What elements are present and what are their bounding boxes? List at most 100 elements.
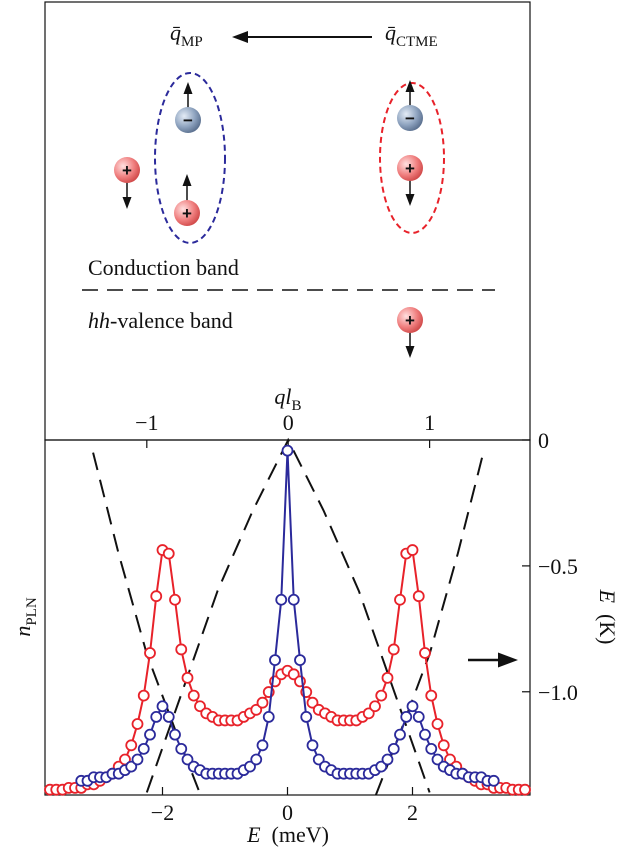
data-point bbox=[412, 711, 425, 723]
data-point bbox=[419, 647, 431, 659]
data-point bbox=[169, 728, 181, 741]
data-point bbox=[294, 654, 306, 666]
data-point bbox=[275, 593, 288, 606]
x2-tick-label: 1 bbox=[424, 410, 435, 435]
data-point bbox=[162, 547, 175, 560]
data-point bbox=[394, 593, 406, 606]
hole-sign: + bbox=[182, 204, 192, 223]
data-point bbox=[425, 742, 438, 755]
data-point bbox=[150, 711, 163, 723]
q-mp-label: q̄MP bbox=[170, 20, 203, 50]
y2-axis-label: E (K) bbox=[595, 589, 620, 645]
data-point bbox=[156, 700, 169, 713]
data-point bbox=[125, 739, 138, 752]
hole: + bbox=[114, 157, 140, 183]
series-line bbox=[81, 450, 494, 782]
data-point bbox=[312, 753, 325, 766]
valence-rest: -valence band bbox=[110, 308, 233, 333]
diagram-frame bbox=[44, 1, 531, 441]
data-point bbox=[412, 590, 425, 603]
x-axis-label: E (meV) bbox=[246, 822, 329, 847]
data-point bbox=[144, 728, 156, 741]
y-label-main: n bbox=[10, 626, 35, 637]
data-point bbox=[400, 711, 413, 723]
q-mp-sub: MP bbox=[181, 34, 203, 50]
data-point bbox=[487, 774, 500, 787]
x2-label-main: ql bbox=[274, 384, 291, 409]
q-mp-main: q̄ bbox=[170, 20, 181, 45]
data-point bbox=[256, 739, 269, 752]
electron: − bbox=[397, 105, 423, 131]
y2-tick-label: 0 bbox=[538, 428, 549, 453]
electron-sign: − bbox=[405, 109, 415, 128]
data-point bbox=[394, 728, 406, 741]
data-point bbox=[244, 760, 256, 773]
data-point bbox=[431, 718, 444, 730]
q-ctme-sub: CTME bbox=[396, 34, 438, 50]
x-label-main: E bbox=[246, 822, 261, 847]
x2-axis-label: qlB bbox=[274, 384, 301, 414]
q-ctme-main: q̄ bbox=[385, 20, 396, 45]
data-point bbox=[250, 753, 263, 766]
data-point bbox=[362, 707, 375, 720]
data-point bbox=[406, 700, 419, 713]
plot-frame bbox=[44, 439, 531, 796]
data-point bbox=[131, 753, 144, 766]
data-point bbox=[269, 654, 281, 666]
conduction-band-label: Conduction band bbox=[88, 255, 239, 280]
hole-sign: + bbox=[405, 159, 415, 178]
data-point bbox=[150, 590, 163, 603]
data-point bbox=[387, 742, 400, 755]
data-point bbox=[387, 643, 400, 656]
data-point bbox=[262, 711, 275, 723]
data-point bbox=[306, 739, 319, 752]
hole: + bbox=[174, 200, 200, 226]
data-point bbox=[431, 753, 444, 766]
y2-tick-label: −0.5 bbox=[538, 554, 578, 579]
data-point bbox=[375, 760, 388, 773]
valence-band-label: hh-valence band bbox=[88, 308, 233, 333]
y2-label-rest: (K) bbox=[595, 603, 620, 645]
electron: − bbox=[175, 107, 201, 133]
data-point bbox=[425, 689, 438, 702]
data-point bbox=[381, 753, 394, 766]
data-point bbox=[281, 444, 294, 457]
dispersion-curve bbox=[92, 452, 485, 796]
electron-sign: − bbox=[183, 111, 193, 130]
hole-sign: + bbox=[405, 311, 415, 330]
hole: + bbox=[397, 155, 423, 181]
data-point bbox=[187, 689, 200, 702]
y2-label-main: E bbox=[595, 589, 620, 604]
x-tick-label: 0 bbox=[282, 800, 293, 825]
particles bbox=[122, 80, 415, 358]
data-point bbox=[375, 689, 388, 702]
data-point bbox=[256, 696, 269, 709]
q-ctme-label: q̄CTME bbox=[385, 20, 438, 50]
y-axis-label: nPLN bbox=[10, 597, 40, 637]
data-point bbox=[194, 700, 206, 713]
data-point bbox=[419, 728, 431, 741]
data-point bbox=[300, 711, 313, 723]
x2-tick-label: 0 bbox=[283, 410, 294, 435]
valence-prefix: hh bbox=[88, 308, 110, 333]
data-point bbox=[287, 668, 300, 681]
x-tick-label: 2 bbox=[407, 800, 418, 825]
data-point bbox=[250, 703, 263, 716]
y-label-sub: PLN bbox=[24, 597, 40, 626]
data-point bbox=[381, 671, 394, 684]
data-point bbox=[437, 739, 450, 752]
data-point bbox=[162, 711, 175, 723]
x2-tick-label: −1 bbox=[135, 410, 158, 435]
data-point bbox=[131, 718, 144, 730]
mp-ellipse bbox=[154, 72, 226, 244]
data-point bbox=[144, 647, 156, 659]
data-point bbox=[137, 742, 150, 755]
data-point bbox=[175, 643, 188, 656]
data-point bbox=[369, 700, 381, 713]
data-point bbox=[406, 544, 419, 556]
data-point bbox=[519, 783, 531, 796]
data-point bbox=[125, 760, 138, 773]
dispersion-curve bbox=[145, 437, 431, 793]
data-point bbox=[306, 696, 319, 709]
